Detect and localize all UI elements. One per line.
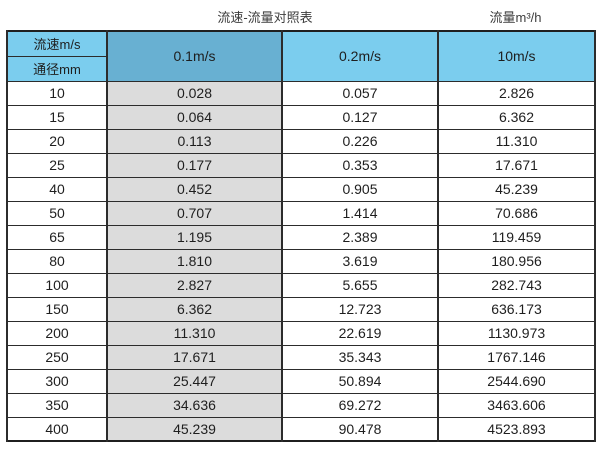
flow-value-cell: 0.057 xyxy=(281,80,439,106)
diameter-cell: 65 xyxy=(6,224,108,250)
diameter-cell: 10 xyxy=(6,80,108,106)
table-row: 40 0.452 0.905 45.239 xyxy=(6,176,596,202)
table-row: 25 0.177 0.353 17.671 xyxy=(6,152,596,178)
diameter-cell: 400 xyxy=(6,416,108,442)
diameter-cell: 200 xyxy=(6,320,108,346)
table-row: 10 0.028 0.057 2.826 xyxy=(6,80,596,106)
flow-value-cell: 50.894 xyxy=(281,368,439,394)
table-row: 100 2.827 5.655 282.743 xyxy=(6,272,596,298)
flow-value-cell: 0.064 xyxy=(106,104,283,130)
flow-value-cell: 1.414 xyxy=(281,200,439,226)
flow-value-cell: 11.310 xyxy=(106,320,283,346)
table-row: 300 25.447 50.894 2544.690 xyxy=(6,368,596,394)
table-row: 350 34.636 69.272 3463.606 xyxy=(6,392,596,418)
flow-value-cell: 12.723 xyxy=(281,296,439,322)
flow-value-cell: 0.028 xyxy=(106,80,283,106)
diameter-cell: 80 xyxy=(6,248,108,274)
diameter-cell: 50 xyxy=(6,200,108,226)
flow-value-cell: 6.362 xyxy=(106,296,283,322)
flow-value-cell: 2.827 xyxy=(106,272,283,298)
table-header: 流速m/s 0.1m/s 0.2m/s 10m/s 通径mm xyxy=(6,30,596,82)
flow-value-cell: 1130.973 xyxy=(437,320,596,346)
diameter-cell: 15 xyxy=(6,104,108,130)
flow-value-cell: 0.905 xyxy=(281,176,439,202)
diameter-cell: 300 xyxy=(6,368,108,394)
flow-value-cell: 0.113 xyxy=(106,128,283,154)
diameter-cell: 20 xyxy=(6,128,108,154)
titlebar: 流速-流量对照表 流量m³/h xyxy=(0,0,600,30)
header-col-0-1ms: 0.1m/s xyxy=(106,30,283,82)
flow-rate-table: 流速m/s 0.1m/s 0.2m/s 10m/s 通径mm 10 0.028 0.… xyxy=(6,30,596,442)
diameter-cell: 350 xyxy=(6,392,108,418)
diameter-cell: 40 xyxy=(6,176,108,202)
diameter-cell: 150 xyxy=(6,296,108,322)
flow-value-cell: 35.343 xyxy=(281,344,439,370)
table-row: 20 0.113 0.226 11.310 xyxy=(6,128,596,154)
flow-value-cell: 22.619 xyxy=(281,320,439,346)
flow-value-cell: 0.452 xyxy=(106,176,283,202)
flow-value-cell: 90.478 xyxy=(281,416,439,442)
flow-value-cell: 3.619 xyxy=(281,248,439,274)
flow-value-cell: 0.707 xyxy=(106,200,283,226)
flow-value-cell: 4523.893 xyxy=(437,416,596,442)
flow-value-cell: 1.810 xyxy=(106,248,283,274)
flow-value-cell: 0.353 xyxy=(281,152,439,178)
flow-unit-label: 流量m³/h xyxy=(489,10,542,25)
table-row: 150 6.362 12.723 636.173 xyxy=(6,296,596,322)
flow-value-cell: 17.671 xyxy=(437,152,596,178)
table-row: 80 1.810 3.619 180.956 xyxy=(6,248,596,274)
flow-value-cell: 70.686 xyxy=(437,200,596,226)
header-diameter: 通径mm xyxy=(6,55,108,82)
table-row: 65 1.195 2.389 119.459 xyxy=(6,224,596,250)
table-title: 流速-流量对照表 xyxy=(217,10,313,25)
table-row: 50 0.707 1.414 70.686 xyxy=(6,200,596,226)
flow-value-cell: 180.956 xyxy=(437,248,596,274)
flow-value-cell: 69.272 xyxy=(281,392,439,418)
flow-value-cell: 5.655 xyxy=(281,272,439,298)
flow-value-cell: 282.743 xyxy=(437,272,596,298)
flow-value-cell: 0.127 xyxy=(281,104,439,130)
flow-value-cell: 1767.146 xyxy=(437,344,596,370)
flow-value-cell: 45.239 xyxy=(437,176,596,202)
table-row: 15 0.064 0.127 6.362 xyxy=(6,104,596,130)
flow-value-cell: 45.239 xyxy=(106,416,283,442)
header-row-top: 流速m/s 0.1m/s 0.2m/s 10m/s xyxy=(6,30,596,82)
flow-value-cell: 34.636 xyxy=(106,392,283,418)
flow-value-cell: 0.177 xyxy=(106,152,283,178)
header-col-10ms: 10m/s xyxy=(437,30,596,82)
table-body: 10 0.028 0.057 2.826 15 0.064 0.127 6.362 20 0.11… xyxy=(6,80,596,442)
table-row: 250 17.671 35.343 1767.146 xyxy=(6,344,596,370)
flow-value-cell: 6.362 xyxy=(437,104,596,130)
diameter-cell: 100 xyxy=(6,272,108,298)
flow-value-cell: 25.447 xyxy=(106,368,283,394)
header-flow-velocity: 流速m/s xyxy=(6,30,108,57)
flow-value-cell: 0.226 xyxy=(281,128,439,154)
header-col-0-2ms: 0.2m/s xyxy=(281,30,439,82)
flow-value-cell: 2544.690 xyxy=(437,368,596,394)
table-row: 200 11.310 22.619 1130.973 xyxy=(6,320,596,346)
flow-value-cell: 636.173 xyxy=(437,296,596,322)
flow-value-cell: 2.826 xyxy=(437,80,596,106)
table-row: 400 45.239 90.478 4523.893 xyxy=(6,416,596,442)
flow-value-cell: 3463.606 xyxy=(437,392,596,418)
flow-value-cell: 11.310 xyxy=(437,128,596,154)
diameter-cell: 25 xyxy=(6,152,108,178)
flow-value-cell: 119.459 xyxy=(437,224,596,250)
diameter-cell: 250 xyxy=(6,344,108,370)
flow-value-cell: 17.671 xyxy=(106,344,283,370)
flow-value-cell: 1.195 xyxy=(106,224,283,250)
flow-value-cell: 2.389 xyxy=(281,224,439,250)
